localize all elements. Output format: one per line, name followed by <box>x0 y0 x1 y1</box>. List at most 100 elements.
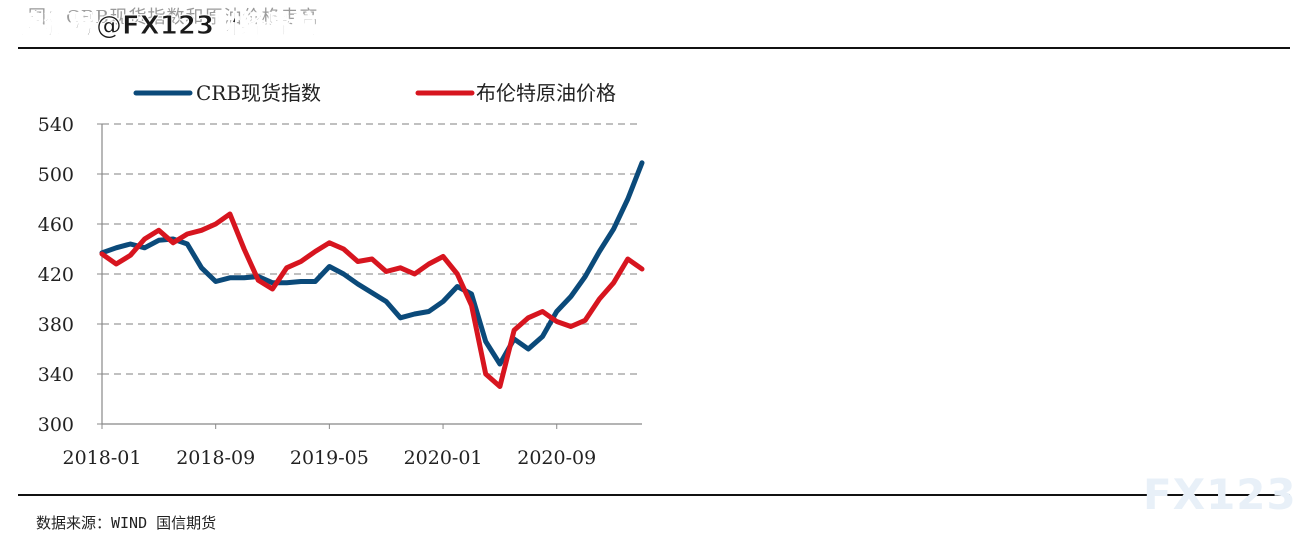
data-point <box>243 277 245 279</box>
data-point <box>527 348 529 350</box>
data-point <box>371 258 373 260</box>
data-point <box>442 256 444 257</box>
data-point <box>598 298 600 300</box>
data-point <box>243 248 245 250</box>
y-tick-label: 460 <box>38 214 74 236</box>
data-point <box>513 329 515 331</box>
axes <box>97 123 642 429</box>
data-point <box>499 386 501 387</box>
data-point <box>229 277 231 279</box>
fx123-logo: FX123 <box>1143 470 1297 519</box>
y-tick-label: 300 <box>38 414 74 436</box>
data-point <box>570 296 572 297</box>
data-point <box>527 317 529 319</box>
y-tick-label: 500 <box>38 164 74 186</box>
watermark-text: 搜狐号@FX123财经导航 <box>17 11 319 42</box>
data-point <box>201 229 202 231</box>
x-tick-label: 2020-09 <box>517 447 596 469</box>
data-point <box>286 267 288 269</box>
data-point <box>414 273 416 275</box>
data-point <box>229 213 231 215</box>
data-point <box>456 286 458 287</box>
data-point <box>570 326 572 327</box>
data-point <box>286 282 288 284</box>
data-point <box>300 261 302 262</box>
x-tick-label: 2019-05 <box>290 447 369 469</box>
data-point <box>172 238 174 240</box>
data-point <box>144 238 146 240</box>
x-tick-label: 2018-01 <box>63 447 142 469</box>
data-point <box>627 258 629 260</box>
data-point <box>385 301 387 302</box>
chart-title: 图：CRB现货指数和原油价格走高 <box>28 7 319 28</box>
data-point <box>471 304 472 306</box>
data-point <box>343 248 345 250</box>
data-point <box>343 273 345 275</box>
bottom-rule <box>18 494 1290 496</box>
data-point <box>158 229 160 231</box>
data-point <box>129 254 131 256</box>
data-point <box>215 281 217 282</box>
data-point <box>428 263 430 265</box>
data-point <box>556 311 558 312</box>
legend: CRB现货指数 布伦特原油价格 <box>133 81 616 105</box>
data-point <box>556 321 558 322</box>
data-point <box>428 311 430 312</box>
data-point <box>328 266 330 267</box>
data-point <box>186 243 188 245</box>
data-point <box>101 253 103 255</box>
y-tick-label: 380 <box>38 314 74 336</box>
data-point <box>584 276 586 277</box>
legend-label-crb: CRB现货指数 <box>196 81 321 105</box>
data-point <box>144 247 146 249</box>
x-tick-label: 2020-01 <box>404 447 483 469</box>
series-lines <box>99 160 645 389</box>
data-point <box>613 228 615 230</box>
gridlines <box>102 123 642 375</box>
data-point <box>385 271 387 272</box>
data-point <box>272 282 273 284</box>
data-point <box>357 261 359 262</box>
data-point <box>414 313 416 315</box>
data-point <box>186 233 188 235</box>
data-point <box>158 239 160 241</box>
data-point <box>485 341 487 342</box>
data-point <box>314 281 316 282</box>
data-point <box>115 247 117 249</box>
data-point <box>215 223 217 225</box>
data-point <box>115 263 117 265</box>
data-point <box>499 363 501 365</box>
data-point <box>314 251 316 252</box>
source-note: 数据来源：WIND 国信期货 <box>36 514 217 532</box>
data-point <box>399 317 401 319</box>
data-point <box>442 301 444 302</box>
data-point <box>641 268 643 270</box>
data-point <box>542 311 543 312</box>
data-point <box>627 198 629 200</box>
data-point <box>584 319 586 321</box>
data-point <box>485 373 487 375</box>
line-chart: CRB现货指数 布伦特原油价格 300 340 380 420 460 500 540 201… <box>38 81 645 469</box>
data-point <box>456 273 458 275</box>
data-point <box>357 283 359 285</box>
y-tick-label: 540 <box>38 114 74 136</box>
series-line-crb <box>99 160 645 367</box>
y-tick-label: 420 <box>38 264 74 286</box>
legend-label-brent: 布伦特原油价格 <box>476 81 616 105</box>
data-point <box>300 281 302 282</box>
data-point <box>598 251 600 252</box>
tick-labels: 300 340 380 420 460 500 540 2018-01 2018-09 2019-… <box>38 114 596 469</box>
data-point <box>471 293 472 295</box>
data-point <box>272 288 273 290</box>
data-point <box>172 242 174 244</box>
top-rule <box>18 47 1290 49</box>
x-tick-label: 2018-09 <box>176 447 255 469</box>
data-point <box>641 162 643 164</box>
data-point <box>328 242 330 244</box>
data-point <box>201 267 202 269</box>
data-point <box>371 292 373 294</box>
y-tick-label: 340 <box>38 364 74 386</box>
data-point <box>542 336 543 337</box>
data-point <box>257 279 259 281</box>
data-point <box>399 267 401 269</box>
